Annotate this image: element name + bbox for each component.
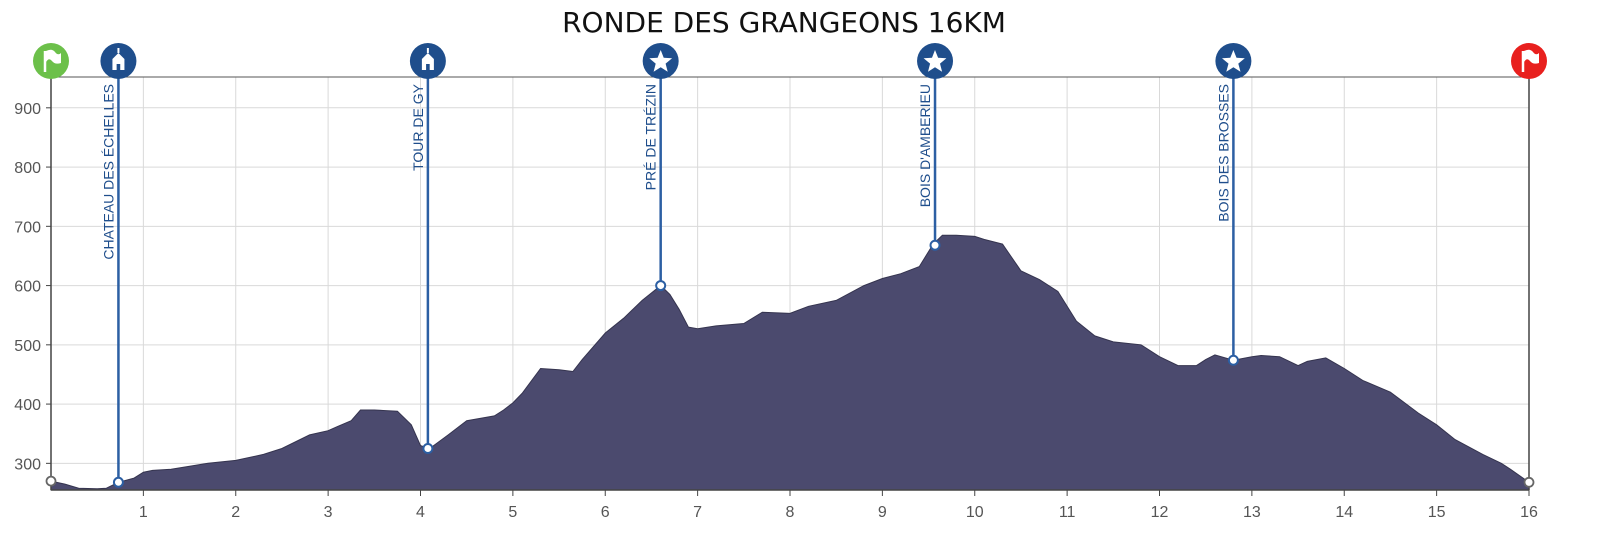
x-tick-label: 10 bbox=[966, 504, 984, 521]
x-tick-label: 9 bbox=[878, 504, 887, 521]
x-tick-label: 14 bbox=[1335, 504, 1353, 521]
waypoint-marker bbox=[422, 443, 434, 455]
waypoint-marker bbox=[655, 280, 667, 292]
start-marker bbox=[45, 475, 57, 487]
x-tick-label: 4 bbox=[416, 504, 425, 521]
star-shape bbox=[923, 50, 947, 72]
x-tick-label: 2 bbox=[231, 504, 240, 521]
building-door bbox=[116, 64, 121, 70]
y-tick-label: 300 bbox=[14, 456, 41, 473]
waypoint-label: TOUR DE GY bbox=[410, 83, 426, 171]
x-tick-label: 12 bbox=[1151, 504, 1169, 521]
y-tick-label: 900 bbox=[14, 101, 41, 118]
x-tick-label: 15 bbox=[1428, 504, 1446, 521]
finish-marker bbox=[1523, 476, 1535, 488]
waypoints: CHATEAU DES ÉCHELLES TOUR DE GY PRÉ DE TRÉ… bbox=[33, 43, 1547, 488]
x-tick-label: 5 bbox=[508, 504, 517, 521]
y-tick-label: 800 bbox=[14, 160, 41, 177]
x-tick-label: 11 bbox=[1059, 504, 1076, 521]
star-icon bbox=[649, 50, 673, 72]
finish-flag-icon-cloth bbox=[1524, 49, 1539, 64]
x-tick-label: 3 bbox=[324, 504, 333, 521]
waypoint-marker bbox=[1227, 354, 1239, 366]
waypoint-marker bbox=[929, 239, 941, 251]
y-tick-label: 500 bbox=[14, 338, 41, 355]
x-tick-label: 16 bbox=[1520, 504, 1538, 521]
y-tick-label: 400 bbox=[14, 397, 41, 414]
x-tick-label: 7 bbox=[693, 504, 702, 521]
chateau-icon bbox=[112, 48, 125, 70]
building-door bbox=[426, 64, 430, 70]
x-tick-label: 8 bbox=[786, 504, 795, 521]
start-flag-icon-cloth bbox=[46, 49, 61, 64]
start-flag-icon bbox=[33, 43, 69, 79]
x-tick-label: 1 bbox=[139, 504, 148, 521]
waypoint-label: CHATEAU DES ÉCHELLES bbox=[100, 84, 116, 260]
y-tick-label: 700 bbox=[14, 219, 41, 236]
waypoint-label: PRÉ DE TRÉZIN bbox=[643, 84, 659, 190]
start-flag-icon-badge bbox=[33, 43, 69, 79]
x-tick-label: 6 bbox=[601, 504, 610, 521]
building-shape bbox=[421, 53, 434, 70]
star-icon bbox=[923, 50, 947, 72]
finish-flag-icon-badge bbox=[1511, 43, 1547, 79]
finish-flag-icon bbox=[1511, 43, 1547, 79]
elevation-area-path bbox=[50, 234, 1530, 491]
elevation-area bbox=[50, 234, 1530, 491]
star-icon bbox=[1222, 50, 1245, 72]
x-tick-label: 13 bbox=[1243, 504, 1261, 521]
chart-title: RONDE DES GRANGEONS 16KM bbox=[562, 6, 1006, 39]
star-shape bbox=[649, 50, 673, 72]
star-shape bbox=[1222, 50, 1245, 72]
axes: 1 2 3 4 5 6 7 8 9 10 11 12 13 14 15 1630040050060070080… bbox=[14, 76, 1538, 521]
waypoint-label: BOIS D'AMBERIEU bbox=[917, 84, 933, 207]
waypoint-marker bbox=[112, 476, 124, 488]
waypoint-label: BOIS DES BROSSES bbox=[1215, 84, 1231, 222]
building-shape bbox=[112, 53, 125, 70]
tower-icon bbox=[421, 48, 434, 70]
y-tick-label: 600 bbox=[14, 279, 41, 296]
